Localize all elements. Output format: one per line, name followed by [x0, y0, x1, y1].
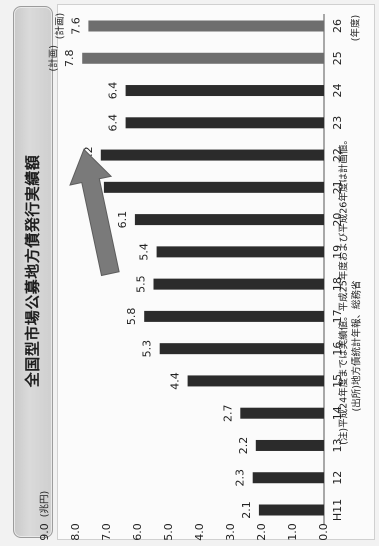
y-tick-label: 0.0: [317, 523, 330, 541]
category-label: 20: [331, 213, 344, 227]
category-label: 19: [331, 245, 344, 259]
y-tick-label: 5.0: [162, 523, 175, 541]
planned-label: (計画): [48, 45, 60, 71]
category-label: 12: [331, 471, 344, 485]
bar: [258, 504, 324, 516]
y-tick-label: 9.0: [38, 523, 51, 541]
y-tick-label: 1.0: [286, 523, 299, 541]
bar: [134, 214, 324, 226]
source-text: (出所)地方債統計年報、総務省: [351, 281, 363, 412]
bar: [240, 407, 324, 419]
y-axis-label: (兆円): [40, 491, 51, 517]
data-label: 7.8: [63, 50, 76, 67]
bar: [252, 472, 324, 484]
bar: [100, 149, 324, 161]
data-label: 4.4: [169, 372, 182, 390]
category-label: 14: [331, 406, 344, 420]
category-label: 25: [331, 51, 344, 65]
data-label: 2.1: [240, 501, 253, 519]
category-label: 16: [331, 342, 344, 356]
title-panel: [13, 6, 53, 538]
data-label: 7.6: [69, 17, 82, 35]
bar: [187, 375, 324, 387]
category-label: 22: [331, 148, 344, 162]
data-label: 2.3: [234, 469, 247, 487]
category-label: 24: [331, 84, 344, 98]
y-tick-label: 6.0: [131, 523, 144, 541]
bar: [103, 181, 325, 193]
data-label: 6.4: [107, 82, 120, 100]
y-tick-label: 4.0: [193, 523, 206, 541]
bar: [156, 246, 324, 258]
category-label: H11: [331, 499, 344, 521]
category-label: 26: [331, 19, 344, 33]
bar: [82, 52, 324, 64]
data-label: 2.2: [237, 437, 250, 455]
trend-arrow-icon: [69, 148, 120, 277]
x-axis-label: (年度): [350, 15, 362, 41]
note-text: (注)平成24年度までは実績値。平成25年度および平成26年度は計画値。: [338, 135, 350, 445]
bar: [153, 278, 324, 290]
data-label: 6.4: [107, 114, 120, 132]
bar: [125, 117, 324, 129]
data-label: 6.1: [116, 211, 129, 229]
data-label: 2.7: [221, 404, 234, 422]
category-label: 13: [331, 438, 344, 452]
data-label: 5.8: [125, 308, 138, 326]
bar: [144, 310, 324, 322]
data-label: 5.5: [135, 275, 148, 293]
data-label: 5.3: [141, 340, 154, 358]
y-tick-label: 2.0: [255, 523, 268, 541]
y-tick-label: 3.0: [224, 523, 237, 541]
bar: [159, 343, 324, 355]
data-label: 5.4: [138, 243, 151, 261]
bar: [88, 20, 325, 32]
category-label: 15: [331, 374, 344, 388]
y-tick-label: 8.0: [69, 523, 82, 541]
bar: [125, 85, 324, 97]
category-label: 18: [331, 277, 344, 291]
y-tick-label: 7.0: [100, 523, 113, 541]
category-label: 21: [331, 180, 344, 194]
category-label: 23: [331, 116, 344, 130]
category-label: 17: [331, 309, 344, 323]
bar: [255, 439, 324, 451]
planned-label: (計画): [54, 13, 66, 39]
